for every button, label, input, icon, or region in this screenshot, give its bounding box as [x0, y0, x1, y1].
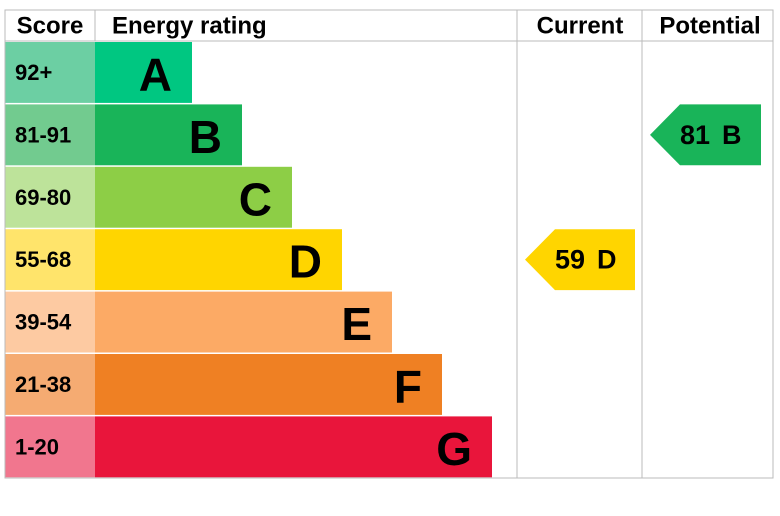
header-potential: Potential	[659, 13, 760, 40]
potential-arrow	[650, 104, 761, 166]
score-cell	[5, 104, 95, 166]
score-cell	[5, 416, 95, 478]
current-arrow	[525, 229, 635, 291]
score-label: 55-68	[15, 247, 71, 272]
rating-bar	[95, 166, 292, 228]
rating-letter: B	[189, 111, 222, 163]
score-cell	[5, 291, 95, 353]
score-label: 21-38	[15, 372, 71, 397]
rating-letter: F	[394, 360, 422, 412]
score-cell	[5, 354, 95, 415]
score-cell	[5, 229, 95, 291]
current-letter: D	[597, 245, 617, 275]
rating-letter: A	[139, 48, 172, 100]
rating-letter: G	[436, 423, 472, 475]
frame	[4, 9, 774, 479]
rating-bar	[95, 354, 442, 415]
rating-letter: D	[289, 236, 322, 288]
rating-bar	[95, 42, 192, 103]
rating-bar	[95, 104, 242, 166]
header-score: Score	[17, 13, 84, 40]
current-value: 59	[555, 245, 585, 275]
score-label: 39-54	[15, 310, 72, 335]
rating-bar	[95, 229, 342, 291]
potential-value: 81	[680, 120, 710, 150]
rating-bar	[95, 291, 392, 353]
header-current: Current	[537, 13, 624, 40]
score-cell	[5, 166, 95, 228]
score-label: 81-91	[15, 122, 71, 147]
score-cell	[5, 42, 95, 103]
score-label: 92+	[15, 60, 52, 85]
score-label: 69-80	[15, 185, 71, 210]
rating-letter: E	[341, 298, 372, 350]
header-rating: Energy rating	[112, 13, 267, 40]
rating-letter: C	[239, 173, 272, 225]
score-label: 1-20	[15, 434, 59, 459]
rating-bar	[95, 416, 492, 478]
potential-letter: B	[722, 120, 742, 150]
